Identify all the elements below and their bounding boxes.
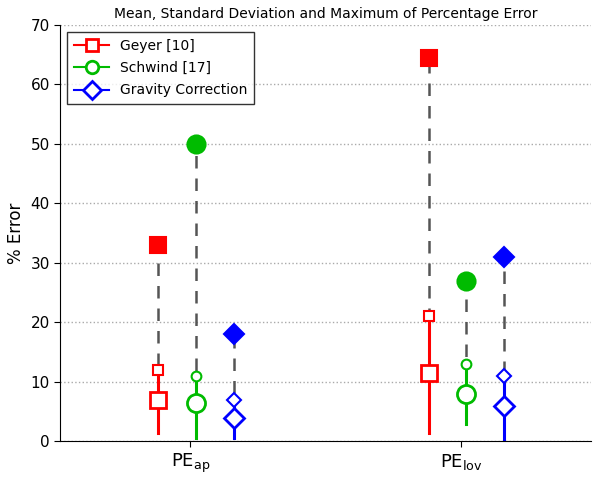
Title: Mean, Standard Deviation and Maximum of Percentage Error: Mean, Standard Deviation and Maximum of …	[114, 7, 538, 21]
Y-axis label: % Error: % Error	[7, 202, 25, 264]
Legend: Geyer [10], Schwind [17], Gravity Correction: Geyer [10], Schwind [17], Gravity Correc…	[67, 32, 254, 105]
